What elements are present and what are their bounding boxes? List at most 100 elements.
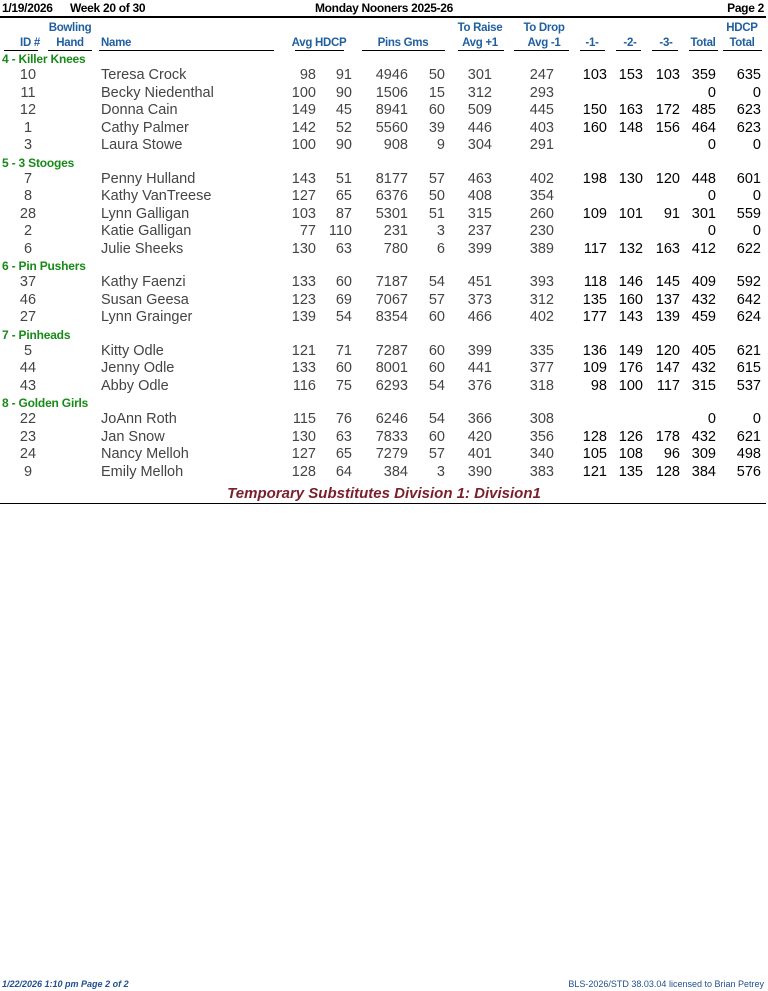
column-header-hdcp-total-top: HDCP bbox=[726, 22, 758, 34]
game-2: 135 bbox=[618, 463, 643, 480]
game-2: 130 bbox=[618, 170, 643, 187]
average: 133 bbox=[291, 360, 316, 376]
column-header-id: ID # bbox=[20, 37, 40, 49]
team-header: 6 - Pin Pushers bbox=[2, 259, 86, 273]
bowler-id: 2 bbox=[23, 223, 33, 239]
total: 405 bbox=[691, 342, 716, 359]
pins: 6246 bbox=[375, 411, 408, 427]
header-underline bbox=[689, 50, 718, 51]
bowler-name: Cathy Palmer bbox=[101, 119, 189, 136]
to-raise-avg: 463 bbox=[467, 170, 492, 187]
total: 459 bbox=[691, 309, 716, 325]
bowler-id: 11 bbox=[20, 84, 36, 101]
handicap: 63 bbox=[335, 428, 352, 445]
game-1: 117 bbox=[583, 240, 607, 257]
total: 448 bbox=[691, 170, 716, 187]
games: 9 bbox=[436, 137, 445, 153]
to-raise-avg: 304 bbox=[467, 137, 492, 153]
handicap: 75 bbox=[335, 377, 352, 394]
handicap: 51 bbox=[335, 170, 352, 187]
to-drop-avg: 260 bbox=[529, 205, 554, 222]
bowler-id: 24 bbox=[19, 446, 37, 462]
average: 133 bbox=[291, 274, 316, 290]
handicap: 91 bbox=[335, 67, 352, 83]
game-1: 135 bbox=[582, 291, 607, 308]
week-label: Week 20 of 30 bbox=[70, 1, 146, 15]
average: 100 bbox=[291, 137, 316, 153]
column-header-avg-hdcp: Avg HDCP bbox=[291, 37, 347, 49]
bowler-id: 44 bbox=[19, 360, 37, 376]
total: 0 bbox=[707, 223, 716, 239]
games: 54 bbox=[428, 274, 445, 290]
total: 432 bbox=[691, 428, 716, 445]
hdcp-total: 0 bbox=[752, 84, 761, 101]
total: 432 bbox=[691, 360, 716, 376]
hdcp-total: 0 bbox=[752, 188, 761, 204]
handicap: 65 bbox=[335, 446, 352, 462]
to-drop-avg: 403 bbox=[529, 119, 554, 136]
to-drop-avg: 445 bbox=[529, 102, 554, 118]
pins: 6376 bbox=[375, 188, 408, 204]
to-raise-avg: 408 bbox=[467, 188, 492, 204]
table-row: 8 Kathy VanTreese 127 65 6376 50 408 354 0 0 bbox=[0, 188, 768, 205]
table-row: 46 Susan Geesa 123 69 7067 57 373 312 135 160 137 4… bbox=[0, 292, 768, 309]
table-row: 3 Laura Stowe 100 90 908 9 304 291 0 0 bbox=[0, 137, 768, 154]
game-1: 109 bbox=[582, 360, 607, 376]
bowler-name: Laura Stowe bbox=[101, 137, 183, 153]
pins: 7279 bbox=[375, 446, 408, 462]
game-3: 96 bbox=[663, 446, 680, 462]
header-underline bbox=[723, 50, 762, 51]
bowler-name: Nancy Melloh bbox=[101, 446, 189, 462]
header-underline bbox=[616, 50, 641, 51]
bowler-name: Donna Cain bbox=[101, 102, 178, 118]
team-header: 4 - Killer Knees bbox=[2, 52, 86, 66]
bowler-id: 22 bbox=[19, 411, 37, 427]
game-3: 103 bbox=[655, 67, 680, 83]
game-2: 100 bbox=[618, 377, 643, 394]
bowler-id: 23 bbox=[19, 428, 37, 445]
game-2: 108 bbox=[618, 446, 643, 462]
game-1: 121 bbox=[582, 463, 607, 480]
header-underline bbox=[4, 50, 38, 51]
bowler-id: 27 bbox=[19, 309, 37, 325]
to-raise-avg: 446 bbox=[467, 119, 492, 136]
hdcp-total: 576 bbox=[736, 463, 761, 480]
bowler-name: JoAnn Roth bbox=[101, 411, 177, 427]
games: 15 bbox=[428, 84, 445, 101]
total: 409 bbox=[691, 274, 716, 290]
hdcp-total: 621 bbox=[736, 428, 761, 445]
total: 384 bbox=[691, 463, 716, 480]
game-2: 146 bbox=[618, 274, 643, 290]
table-row: 9 Emily Melloh 128 64 384 3 390 383 121 135 128 384… bbox=[0, 464, 768, 481]
pins: 908 bbox=[383, 137, 408, 153]
game-2: 148 bbox=[618, 119, 643, 136]
page-label: Page 2 bbox=[727, 1, 764, 15]
game-3: 137 bbox=[655, 291, 680, 308]
pins: 384 bbox=[383, 463, 408, 480]
bowler-name: Jan Snow bbox=[101, 428, 165, 445]
average: 77 bbox=[299, 223, 316, 239]
to-raise-avg: 401 bbox=[467, 446, 492, 462]
header-underline bbox=[458, 50, 504, 51]
bowler-name: Kathy VanTreese bbox=[101, 188, 212, 204]
game-3: 178 bbox=[655, 428, 680, 445]
game-1: 198 bbox=[582, 170, 607, 187]
total: 0 bbox=[707, 411, 716, 427]
to-drop-avg: 293 bbox=[529, 84, 554, 101]
handicap: 64 bbox=[335, 463, 352, 480]
pins: 7287 bbox=[375, 342, 408, 359]
bowler-id: 10 bbox=[19, 67, 37, 83]
handicap: 60 bbox=[335, 360, 352, 376]
to-drop-avg: 383 bbox=[529, 463, 554, 480]
game-3: 139 bbox=[655, 309, 680, 325]
hdcp-total: 0 bbox=[752, 411, 761, 427]
bowler-name: Kathy Faenzi bbox=[101, 274, 186, 290]
games: 54 bbox=[428, 411, 445, 427]
table-row: 23 Jan Snow 130 63 7833 60 420 356 128 126 178 432 6… bbox=[0, 429, 768, 446]
table-row: 6 Julie Sheeks 130 63 780 6 399 389 117 132 163 412… bbox=[0, 241, 768, 258]
game-3: 117 bbox=[656, 377, 680, 394]
to-raise-avg: 312 bbox=[467, 84, 492, 101]
hdcp-total: 537 bbox=[736, 377, 761, 394]
handicap: 76 bbox=[335, 411, 352, 427]
bowler-name: Jenny Odle bbox=[101, 360, 175, 376]
